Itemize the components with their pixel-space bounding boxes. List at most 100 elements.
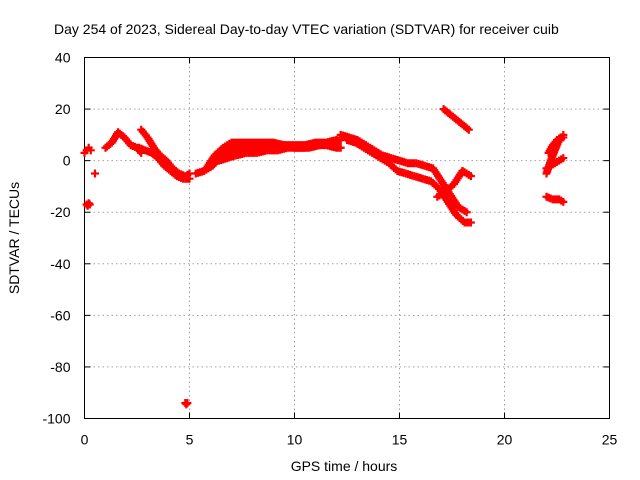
series-trace	[462, 218, 473, 227]
series-trace	[353, 139, 366, 151]
series-s17	[542, 154, 568, 173]
series-trace	[175, 172, 186, 182]
series-trace	[161, 163, 174, 174]
series-trace	[338, 131, 351, 141]
y-tick-label: 20	[55, 101, 71, 117]
series-trace	[370, 150, 383, 161]
series-trace	[435, 188, 448, 200]
series-trace	[386, 160, 400, 174]
series-trace	[221, 139, 234, 151]
series-trace	[115, 129, 127, 141]
series-trace	[345, 136, 358, 146]
y-tick-label: 0	[63, 153, 71, 169]
data-point	[466, 218, 475, 227]
series-s14	[458, 166, 475, 181]
series-s2	[82, 199, 94, 210]
series-s18	[544, 130, 568, 157]
y-tick-label: 40	[55, 50, 71, 66]
data-point	[336, 143, 345, 152]
series-trace	[403, 170, 417, 180]
data-point	[462, 208, 471, 217]
series-trace	[212, 145, 226, 158]
series-trace	[453, 116, 465, 128]
x-tick-label: 20	[497, 432, 513, 448]
data-point	[559, 197, 568, 206]
series-trace	[420, 175, 433, 185]
series-trace	[128, 142, 139, 151]
y-tick-label: -80	[50, 359, 70, 375]
series-trace	[430, 166, 445, 184]
series-trace	[447, 192, 462, 210]
x-tick-label: 15	[392, 432, 408, 448]
series-trace	[155, 155, 167, 168]
series-trace	[447, 111, 459, 123]
plot-frame	[84, 57, 610, 419]
x-tick-label: 25	[602, 432, 618, 448]
y-tick-label: -20	[50, 204, 70, 220]
grid-lines	[84, 57, 610, 419]
series-s13	[433, 166, 467, 201]
series-s19	[542, 192, 568, 206]
data-point	[559, 130, 568, 139]
series-trace	[397, 157, 410, 167]
series-trace	[406, 159, 419, 168]
series-trace	[550, 195, 561, 204]
series-trace	[550, 137, 560, 148]
series-trace	[193, 167, 207, 177]
series-s4	[101, 128, 146, 157]
x-tick-label: 0	[81, 432, 89, 448]
series-trace	[414, 159, 427, 170]
series-trace	[412, 172, 425, 183]
series-trace	[460, 121, 472, 133]
series-trace	[163, 158, 176, 171]
x-axis-label: GPS time / hours	[291, 458, 398, 474]
y-axis-label: SDTVAR / TECUs	[6, 182, 22, 294]
series-trace	[545, 143, 556, 155]
y-tick-label: -60	[50, 307, 70, 323]
data-point	[466, 172, 475, 181]
series-s3	[91, 169, 99, 178]
series-s12	[343, 136, 475, 227]
series-trace	[137, 144, 148, 154]
series-trace	[389, 154, 402, 164]
data-point	[91, 169, 99, 178]
series-trace	[151, 145, 163, 158]
series-trace	[422, 162, 435, 172]
x-tick-label: 10	[287, 432, 303, 448]
series-trace	[441, 106, 453, 117]
series-trace	[208, 157, 221, 167]
y-tick-label: -40	[50, 256, 70, 272]
data-point	[85, 200, 94, 209]
series-trace	[380, 152, 393, 162]
series-trace	[138, 127, 150, 140]
series-trace	[181, 174, 192, 183]
chart-title: Day 254 of 2023, Sidereal Day-to-day VTE…	[54, 21, 559, 37]
series-s10	[206, 136, 345, 168]
series-trace	[217, 154, 230, 164]
series-trace	[443, 181, 457, 195]
series-trace	[103, 139, 115, 151]
data-point	[185, 174, 194, 183]
series-trace	[157, 152, 169, 164]
data-points	[80, 105, 568, 409]
series-trace	[121, 135, 134, 148]
series-trace	[453, 212, 467, 225]
series-trace	[378, 155, 391, 166]
data-point	[183, 399, 192, 408]
series-s6	[135, 143, 194, 183]
series-s7	[181, 399, 192, 409]
series-trace	[225, 152, 238, 162]
series-trace	[143, 147, 154, 157]
series-trace	[544, 193, 555, 203]
series-trace	[395, 167, 408, 177]
series-trace	[168, 168, 180, 179]
series-trace	[428, 178, 442, 192]
series-trace	[361, 145, 375, 156]
y-tick-label: -100	[42, 411, 70, 427]
data-point	[464, 125, 473, 134]
x-tick-label: 5	[186, 432, 194, 448]
series-trace	[149, 150, 161, 161]
series-s15	[439, 105, 473, 134]
data-point	[86, 146, 95, 155]
